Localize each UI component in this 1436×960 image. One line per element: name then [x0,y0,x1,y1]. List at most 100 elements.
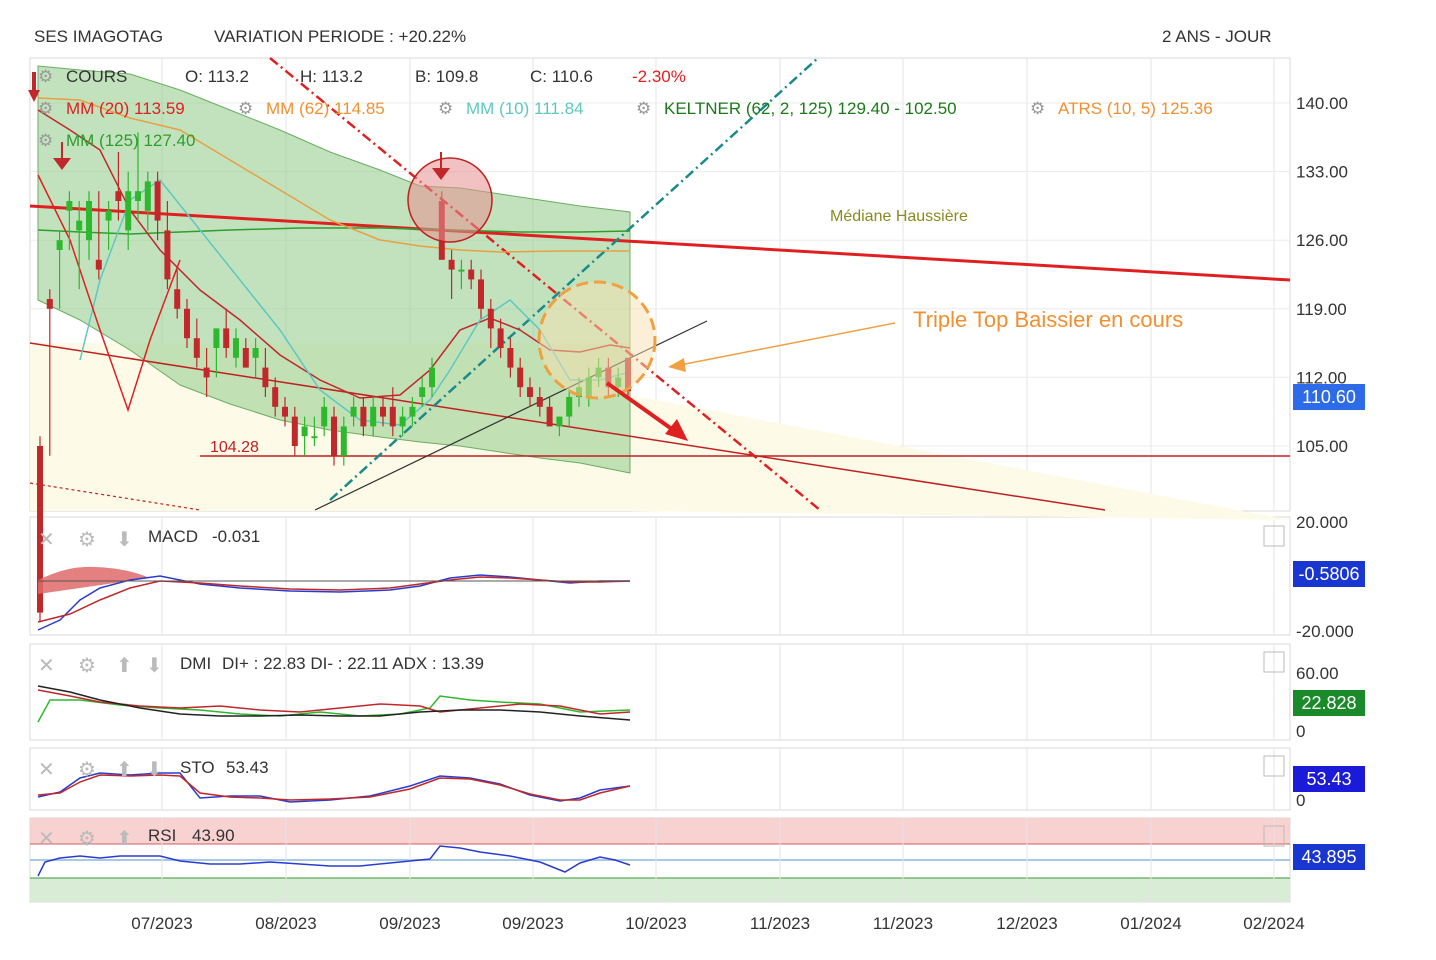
candle-body [95,259,102,270]
candle-body [301,426,308,437]
legend: ⚙ COURS O: 113.2 H: 113.2 B: 109.8 C: 11… [38,67,1213,150]
macd-panel-frame [29,516,1291,636]
rsi-toolbar: ✕ ⚙ ⬆ RSI 43.90 [38,825,1285,850]
median-label: Médiane Haussière [830,208,968,225]
gear-icon[interactable]: ⚙ [78,828,96,850]
close-icon[interactable]: ✕ [38,759,55,781]
time-tick-label: 07/2023 [131,914,192,933]
symbol-title: SES IMAGOTAG [34,27,164,46]
forecast-background [630,395,1290,520]
dmi-axis-bottom: 0 [1296,722,1305,741]
candle-body [213,328,220,348]
keltner-band [37,65,631,474]
maximize-icon[interactable] [1263,525,1285,547]
close-icon[interactable]: ✕ [38,828,55,850]
candle-body [350,406,357,417]
candle-body [233,338,239,358]
triple-top-circle [537,280,657,400]
price-tick-label: 126.00 [1296,231,1348,250]
macd-current-box: -0.5806 [1293,561,1365,587]
cours-label: COURS [66,67,127,86]
gear-icon[interactable]: ⚙ [438,99,453,118]
top-circle-highlight [407,157,493,243]
time-tick-label: 11/2023 [873,914,933,933]
high-value: H: 113.2 [300,67,363,86]
macd-axis-bottom: -20.000 [1296,622,1354,641]
candle-body [448,259,455,270]
candle-body [46,299,53,309]
candle-body [517,367,524,388]
pattern-pointer-head-icon [668,358,686,372]
gear-icon[interactable]: ⚙ [238,99,253,118]
mm62-line [37,97,630,253]
gear-icon[interactable]: ⚙ [38,99,53,118]
candle-body [76,220,83,231]
time-tick-label: 10/2023 [625,914,686,933]
close-value: C: 110.6 [530,67,593,86]
candle-body [252,348,259,358]
candle-body [223,328,230,348]
candle-body [262,367,269,388]
arrow-up-icon[interactable]: ⬆ [116,655,133,677]
period-selector[interactable]: 2 ANS - JOUR [1162,27,1272,46]
candle-body [409,406,416,417]
arrow-down-icon[interactable]: ⬇ [146,759,163,781]
rsi-current-box: 43.895 [1293,844,1365,870]
last-price-box: 110.60 [1293,384,1365,410]
arrow-up-icon[interactable]: ⬆ [116,828,133,850]
candle-body [272,387,279,407]
macd-signal-line [37,576,631,623]
time-tick-label: 01/2024 [1120,914,1181,933]
candle-body [487,308,494,329]
gear-icon[interactable]: ⚙ [38,131,53,150]
dmi-current-box: 22.828 [1293,690,1365,716]
close-icon[interactable]: ✕ [38,655,55,677]
uptrend-dashdot-line [329,57,819,501]
candle-body [468,269,475,280]
candle-body [527,387,533,397]
arrow-down-icon[interactable]: ⬇ [146,655,163,677]
time-tick-label: 12/2023 [996,914,1057,933]
di-minus-line [37,689,631,715]
sell-arrow-icon-left [53,142,71,170]
gear-icon[interactable]: ⚙ [636,99,651,118]
close-icon[interactable]: ✕ [38,529,55,551]
arrow-down-icon[interactable]: ⬇ [116,529,133,551]
sto-toolbar: ✕ ⚙ ⬆ ⬇ STO 53.43 [38,755,1285,781]
maximize-icon[interactable] [1263,825,1285,847]
mm125-line [37,227,631,235]
gear-icon[interactable]: ⚙ [38,67,53,86]
candle-body [86,201,92,241]
arrow-up-icon[interactable]: ⬆ [116,759,133,781]
atrs-legend: ATRS (10, 5) 125.36 [1058,99,1213,118]
candle-body [321,406,328,427]
atrs-line [37,174,181,413]
mm62-legend: MM (62) 114.85 [266,99,385,118]
gear-icon[interactable]: ⚙ [1030,99,1045,118]
maximize-icon[interactable] [1263,651,1285,673]
gear-icon[interactable]: ⚙ [78,529,96,551]
gear-icon[interactable]: ⚙ [78,759,96,781]
candle-body [193,338,200,358]
time-tick-label: 11/2023 [750,914,810,933]
macd-toolbar: ✕ ⚙ ⬇ MACD -0.031 [38,525,1285,551]
candle-body [144,181,151,211]
candle-body [37,446,43,613]
low-value: B: 109.8 [415,67,478,86]
maximize-icon[interactable] [1263,755,1285,777]
resistance-dashdot-line [269,57,821,511]
gear-icon[interactable]: ⚙ [78,655,96,677]
price-tick-label: 119.00 [1296,300,1347,319]
median-trend-line [29,204,1291,282]
mm20-legend: MM (20) 113.59 [66,99,185,118]
support-label: 104.28 [210,439,259,456]
mm10-legend: MM (10) 111.84 [466,99,583,118]
bearish-arrow-head-icon [665,419,688,441]
macd-label: MACD [148,527,198,546]
candle-body [311,436,318,439]
dotted-channel-line [29,482,201,511]
candle-body [507,348,514,368]
rsi-line [37,845,631,877]
price-tick-label: 105.00 [1296,437,1348,456]
